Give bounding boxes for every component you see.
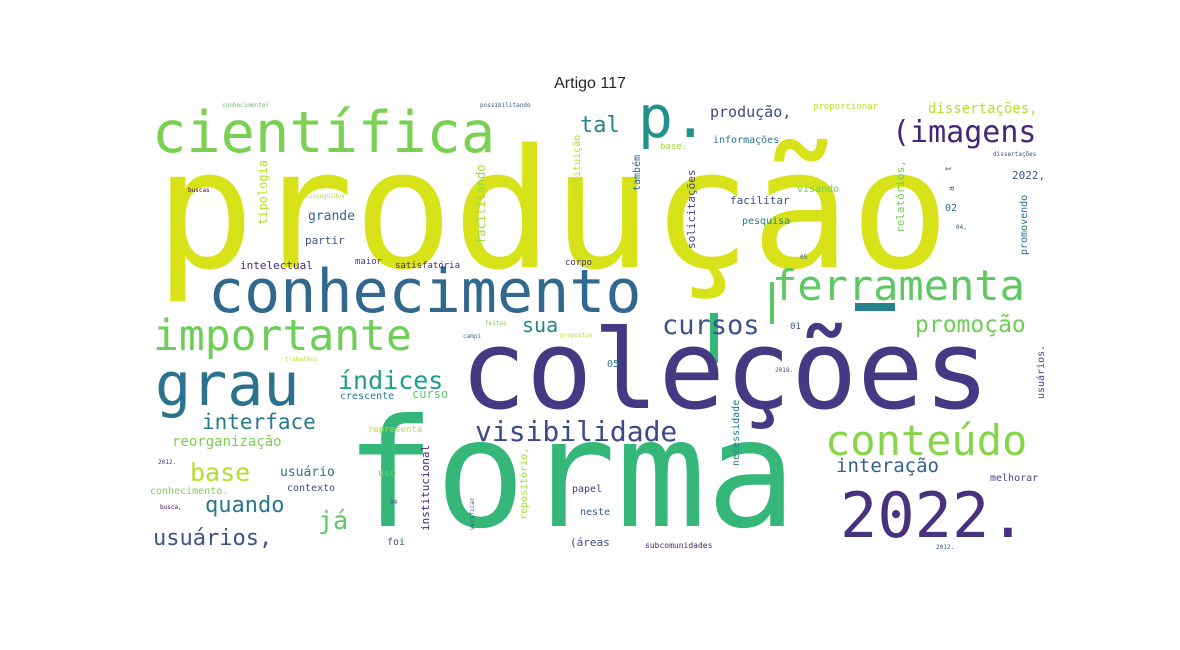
word-cloud: produção forma coleções conhecimento científ… xyxy=(150,100,1060,560)
cloud-word: grande xyxy=(308,209,355,224)
cloud-word: solicitações xyxy=(685,169,698,250)
cloud-word: partir xyxy=(305,234,345,247)
cloud-word: uso xyxy=(378,468,397,479)
cloud-mark xyxy=(710,313,718,363)
cloud-word: repositório, xyxy=(519,447,530,520)
cloud-word: 2012. xyxy=(158,459,177,466)
cloud-word: corpo xyxy=(565,258,593,268)
cloud-word: relatórios, xyxy=(894,159,907,233)
cloud-word: já xyxy=(318,506,349,535)
cloud-mark xyxy=(855,303,895,311)
cloud-word: tipologia xyxy=(256,159,270,225)
cloud-word: 04 xyxy=(390,499,398,506)
cloud-word: t xyxy=(944,165,953,171)
cloud-word: 02 xyxy=(945,203,958,214)
cloud-word: dissertações, xyxy=(928,101,1038,117)
cloud-word: interface xyxy=(202,410,316,434)
cloud-word: produção xyxy=(155,114,950,306)
cloud-word: quando xyxy=(205,493,285,518)
cloud-word: ferramenta xyxy=(772,261,1025,310)
cloud-word: busca, xyxy=(160,504,182,511)
cloud-word: usuário xyxy=(280,465,335,480)
cloud-word: propostos xyxy=(560,332,593,339)
cloud-word: feitas xyxy=(485,320,507,327)
cloud-word: conhecimento) xyxy=(222,102,269,109)
cloud-word: 01 xyxy=(790,322,801,332)
cloud-word: pesquisa xyxy=(742,216,791,227)
cloud-word: 05 xyxy=(607,359,620,370)
cloud-word: (áreas xyxy=(570,536,610,549)
cloud-word: 2022, xyxy=(1012,169,1046,182)
cloud-word: verificar xyxy=(469,497,476,531)
cloud-word: promovendo xyxy=(1019,194,1030,255)
cloud-word: científica xyxy=(152,100,496,166)
cloud-word: 2018. xyxy=(775,367,794,374)
cloud-word: (imagens xyxy=(892,115,1037,150)
chart-title: Artigo 117 xyxy=(554,75,626,92)
cloud-word: proporcionar xyxy=(813,102,879,112)
cloud-word: intelectual xyxy=(240,259,313,272)
cloud-word: crescente xyxy=(340,391,395,402)
cloud-word: visibilidade xyxy=(475,415,678,448)
cloud-word: maior xyxy=(355,257,383,267)
cloud-word: grau xyxy=(155,350,300,420)
cloud-mark xyxy=(770,282,774,324)
cloud-word: subcomunidades xyxy=(645,541,713,550)
cloud-word: forma xyxy=(345,388,797,560)
cloud-word: conteúdo xyxy=(825,416,1028,465)
cloud-word: conhecimento xyxy=(208,257,642,327)
cloud-word: a xyxy=(947,185,956,191)
cloud-word: visando xyxy=(797,184,840,195)
cloud-word: informações xyxy=(713,135,780,146)
cloud-word: trabalhos xyxy=(285,356,318,363)
cloud-word: usuários. xyxy=(1036,344,1047,399)
cloud-word: satisfatória xyxy=(395,261,461,271)
cloud-word: curso xyxy=(412,387,449,401)
cloud-word: promoção xyxy=(915,312,1026,338)
cloud-word: 2012. xyxy=(936,544,955,551)
cloud-word: sua xyxy=(522,313,559,337)
cloud-word: p. xyxy=(638,100,708,151)
cloud-word: interação xyxy=(836,455,939,477)
cloud-word: usuários, xyxy=(153,526,273,551)
cloud-word: instituição xyxy=(572,134,583,201)
cloud-word: conhecimento. xyxy=(150,486,229,497)
cloud-word: representa xyxy=(368,425,423,435)
cloud-word: institucional xyxy=(419,444,432,531)
cloud-word: produção, xyxy=(710,103,792,121)
cloud-word: facilitar xyxy=(730,194,790,207)
cloud-word: índices xyxy=(338,366,444,395)
cloud-word: campi xyxy=(463,333,482,340)
cloud-word: facilitando xyxy=(474,164,488,245)
cloud-word: buscas xyxy=(188,187,210,194)
cloud-word: 2022. xyxy=(840,479,1027,552)
cloud-word: contexto xyxy=(287,483,336,494)
cloud-word: coleções xyxy=(460,306,990,434)
cloud-word: consegüidos xyxy=(305,193,345,200)
cloud-word: cursos xyxy=(662,310,760,341)
cloud-word: importante xyxy=(153,311,412,361)
cloud-word: dissertações xyxy=(993,151,1037,158)
cloud-word: 04, xyxy=(956,224,967,231)
cloud-word: também xyxy=(632,154,643,191)
cloud-word: 05 xyxy=(800,254,808,261)
cloud-word: reorganização xyxy=(172,434,282,450)
cloud-word: base xyxy=(190,458,251,487)
cloud-word: tal xyxy=(580,113,620,138)
cloud-word: papel xyxy=(572,484,603,495)
cloud-word: necessidade xyxy=(731,399,742,466)
cloud-word: neste xyxy=(580,507,611,518)
cloud-word: base. xyxy=(660,142,688,152)
cloud-word: melhorar xyxy=(990,473,1039,484)
cloud-word: foi xyxy=(387,537,406,548)
cloud-word: possibilitando xyxy=(480,102,531,109)
